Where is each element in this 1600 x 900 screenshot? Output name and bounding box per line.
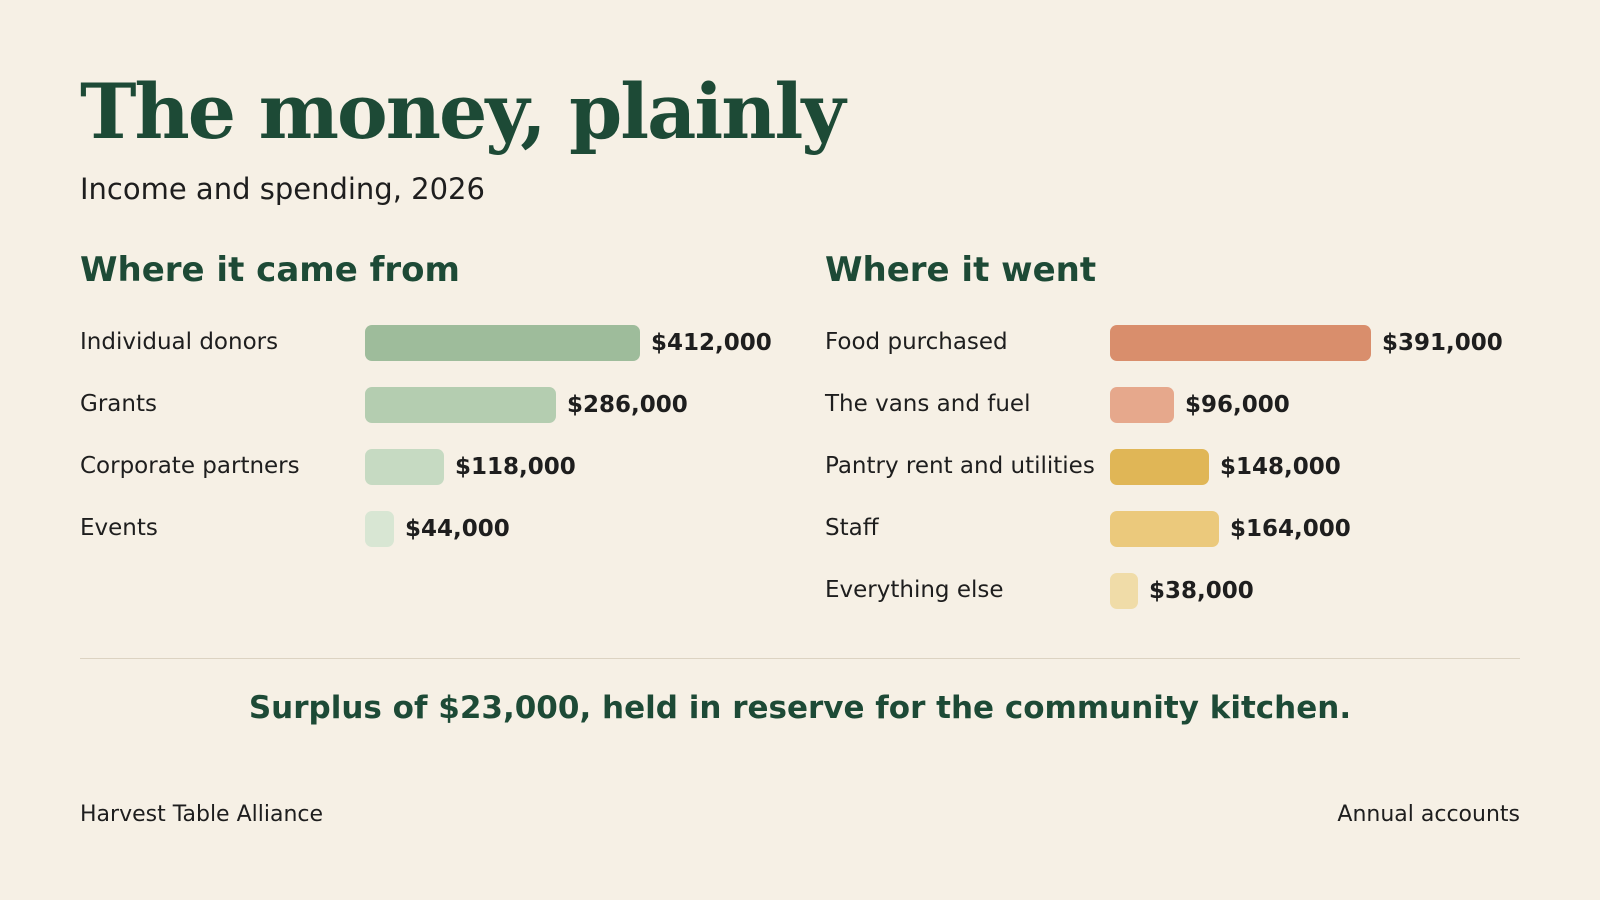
bar-value-label: $96,000 bbox=[1185, 392, 1290, 418]
bar bbox=[365, 449, 444, 485]
bar-category-label: Events bbox=[80, 515, 158, 542]
bar-value-label: $412,000 bbox=[651, 330, 772, 356]
bar-group: $164,000 bbox=[1110, 511, 1351, 547]
bar-group: $148,000 bbox=[1110, 449, 1341, 485]
bar-category-label: Individual donors bbox=[80, 329, 279, 356]
bar bbox=[365, 387, 556, 423]
bar-value-label: $118,000 bbox=[455, 454, 576, 480]
page-title: The money, plainly bbox=[80, 67, 846, 156]
bar-row: Individual donors $412,000 bbox=[80, 312, 772, 374]
bar-group: $118,000 bbox=[365, 449, 576, 485]
bar-group: $38,000 bbox=[1110, 573, 1254, 609]
bar-row: Everything else $38,000 bbox=[825, 560, 1503, 622]
spending-chart-title: Where it went bbox=[825, 250, 1097, 290]
bar bbox=[1110, 387, 1174, 423]
bar-group: $286,000 bbox=[365, 387, 688, 423]
income-chart: Individual donors $412,000 Grants $286,000 C… bbox=[80, 312, 772, 560]
bar-row: Pantry rent and utilities $148,000 bbox=[825, 436, 1503, 498]
bar-category-label: Staff bbox=[825, 515, 879, 542]
footer-doc: Annual accounts bbox=[1337, 802, 1520, 827]
bar-category-label: Everything else bbox=[825, 577, 1004, 604]
spending-chart: Food purchased $391,000 The vans and fuel $… bbox=[825, 312, 1503, 622]
bar-value-label: $286,000 bbox=[567, 392, 688, 418]
bar-value-label: $164,000 bbox=[1230, 516, 1351, 542]
bar-category-label: Corporate partners bbox=[80, 453, 300, 480]
bar bbox=[1110, 573, 1138, 609]
bar-category-label: Pantry rent and utilities bbox=[825, 453, 1095, 480]
bar-group: $44,000 bbox=[365, 511, 510, 547]
bar-category-label: Grants bbox=[80, 391, 157, 418]
bar-category-label: The vans and fuel bbox=[825, 391, 1031, 418]
bar bbox=[1110, 511, 1219, 547]
bar-row: The vans and fuel $96,000 bbox=[825, 374, 1503, 436]
bar bbox=[365, 325, 640, 361]
bar-group: $96,000 bbox=[1110, 387, 1290, 423]
footer-org: Harvest Table Alliance bbox=[80, 802, 324, 827]
bar-row: Food purchased $391,000 bbox=[825, 312, 1503, 374]
surplus-summary: Surplus of $23,000, held in reserve for … bbox=[248, 690, 1352, 726]
bar-value-label: $148,000 bbox=[1220, 454, 1341, 480]
bar bbox=[1110, 449, 1209, 485]
bar-value-label: $38,000 bbox=[1149, 578, 1254, 604]
bar bbox=[1110, 325, 1371, 361]
page-subtitle: Income and spending, 2026 bbox=[80, 172, 485, 206]
bar-row: Corporate partners $118,000 bbox=[80, 436, 772, 498]
bar-value-label: $391,000 bbox=[1382, 330, 1503, 356]
income-chart-title: Where it came from bbox=[80, 250, 460, 290]
bar-category-label: Food purchased bbox=[825, 329, 1008, 356]
bar-row: Grants $286,000 bbox=[80, 374, 772, 436]
bar-group: $391,000 bbox=[1110, 325, 1503, 361]
bar-value-label: $44,000 bbox=[405, 516, 510, 542]
bar-row: Events $44,000 bbox=[80, 498, 772, 560]
bar-group: $412,000 bbox=[365, 325, 772, 361]
bar-row: Staff $164,000 bbox=[825, 498, 1503, 560]
bar bbox=[365, 511, 394, 547]
divider bbox=[80, 658, 1520, 659]
